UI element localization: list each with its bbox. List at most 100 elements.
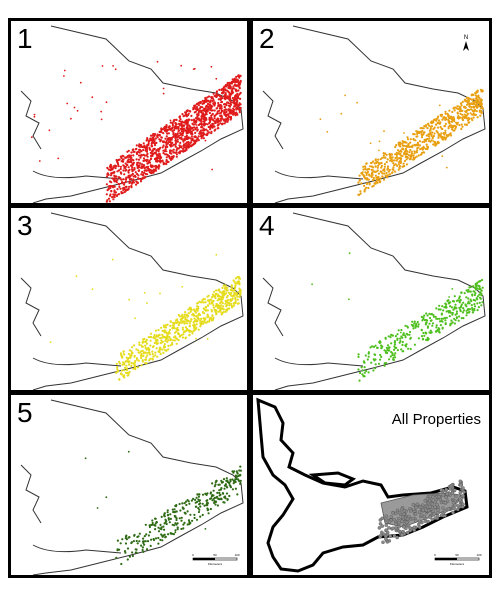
- property-point: [359, 192, 362, 195]
- property-point: [162, 163, 165, 166]
- property-point: [209, 99, 212, 102]
- property-point: [158, 346, 162, 349]
- property-point: [379, 353, 382, 357]
- property-point: [156, 338, 159, 341]
- property-point: [174, 143, 177, 146]
- property-point: [183, 114, 186, 117]
- property-point: [128, 178, 132, 181]
- property-point: [182, 140, 185, 143]
- property-point: [441, 155, 444, 158]
- property-point: [178, 517, 181, 520]
- property-point: [431, 322, 435, 325]
- property-point: [444, 117, 447, 120]
- property-point: [232, 279, 235, 282]
- property-point: [195, 337, 197, 340]
- property-point: [239, 91, 242, 94]
- property-point: [206, 509, 209, 512]
- property-point: [116, 548, 119, 551]
- property-point: [183, 127, 186, 130]
- property-point: [199, 107, 202, 110]
- property-point: [96, 507, 99, 509]
- property-point: [192, 129, 195, 132]
- property-point: [206, 320, 209, 323]
- property-point: [127, 357, 130, 360]
- property-point: [105, 193, 108, 196]
- property-point: [133, 344, 136, 347]
- property-point: [415, 151, 418, 154]
- property-point: [174, 134, 178, 137]
- property-point: [173, 508, 176, 511]
- property-point: [428, 135, 431, 138]
- property-point: [202, 307, 205, 310]
- property-point: [63, 75, 65, 77]
- property-point: [168, 521, 171, 524]
- property-point: [357, 181, 360, 184]
- property-point: [175, 149, 178, 152]
- property-point: [219, 310, 222, 313]
- property-point: [225, 303, 229, 307]
- property-point: [123, 173, 126, 176]
- property-point: [148, 349, 151, 352]
- property-point: [360, 182, 363, 185]
- property-point: [476, 309, 479, 312]
- property-point: [164, 145, 167, 148]
- property-point: [218, 107, 222, 110]
- property-point: [393, 343, 397, 346]
- property-point: [367, 167, 370, 171]
- property-point: [474, 292, 477, 295]
- property-point: [448, 296, 450, 298]
- property-point: [197, 117, 200, 120]
- property-point: [184, 311, 187, 314]
- property-point: [384, 350, 387, 353]
- property-point: [389, 173, 392, 176]
- property-point: [166, 337, 169, 340]
- property-point: [224, 302, 227, 305]
- property-point: [237, 96, 240, 100]
- property-point: [384, 152, 387, 155]
- property-point: [177, 339, 180, 342]
- property-point: [192, 123, 195, 126]
- property-point: [178, 502, 181, 506]
- property-point: [438, 122, 442, 125]
- property-point: [220, 298, 223, 301]
- property-point: [118, 378, 121, 381]
- property-point: [437, 136, 440, 139]
- property-point: [428, 129, 431, 132]
- property-point: [180, 516, 183, 519]
- property-point: [159, 527, 162, 530]
- property-point: [110, 189, 113, 193]
- property-point: [195, 116, 198, 119]
- property-point: [232, 79, 235, 82]
- property-point: [222, 296, 225, 299]
- property-point: [382, 178, 386, 181]
- region-outline: [32, 399, 244, 575]
- lake-shoreline: [32, 357, 122, 367]
- property-point: [146, 167, 149, 170]
- property-point: [157, 536, 160, 540]
- property-point: [216, 491, 219, 494]
- property-point: [131, 551, 134, 554]
- property-point: [230, 90, 233, 93]
- property-point: [425, 143, 428, 146]
- property-point: [131, 351, 134, 355]
- property-point: [376, 169, 379, 172]
- property-point: [417, 325, 420, 328]
- property-point: [419, 127, 422, 130]
- property-point: [173, 127, 176, 130]
- property-point: [161, 146, 164, 149]
- coast-fragment: [20, 277, 42, 337]
- property-point: [456, 507, 460, 512]
- property-point: [232, 85, 235, 88]
- property-point: [168, 125, 171, 128]
- property-point: [120, 372, 123, 375]
- property-point: [151, 345, 154, 349]
- property-point: [121, 191, 124, 194]
- property-point: [222, 478, 226, 481]
- property-point: [197, 510, 201, 514]
- property-point: [413, 133, 416, 136]
- property-point: [480, 101, 483, 104]
- property-point: [195, 505, 198, 508]
- property-point: [136, 535, 139, 539]
- property-point: [424, 338, 428, 341]
- property-point: [177, 125, 180, 129]
